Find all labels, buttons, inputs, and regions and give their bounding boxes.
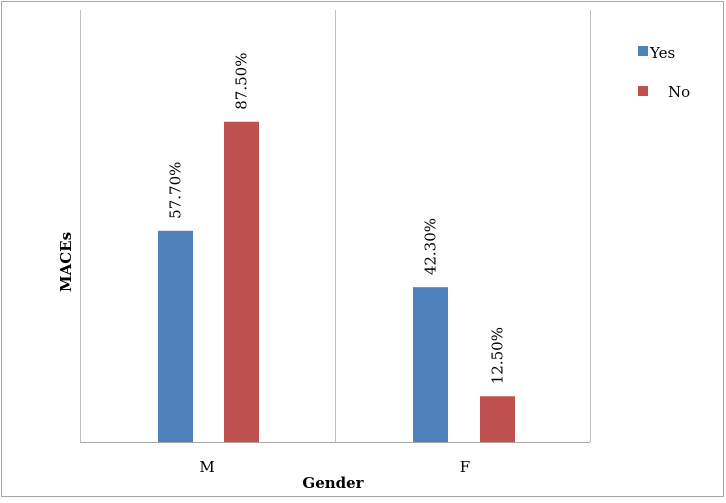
legend: Yes No bbox=[638, 44, 690, 101]
bars-group bbox=[158, 121, 515, 442]
data-label-yes-f: 42.30% bbox=[422, 218, 440, 275]
data-label-yes-m: 57.70% bbox=[167, 162, 185, 219]
legend-swatch-no bbox=[638, 86, 648, 96]
bar-no-f bbox=[480, 396, 515, 442]
legend-swatch-yes bbox=[638, 46, 648, 56]
data-label-no-f: 12.50% bbox=[489, 327, 507, 384]
x-tick-label-m: M bbox=[199, 458, 214, 476]
bar-no-m bbox=[224, 121, 259, 442]
x-axis-title: Gender bbox=[302, 474, 364, 492]
data-labels-group: 57.70% 42.30% 87.50% 12.50% bbox=[167, 53, 507, 385]
legend-label-yes: Yes bbox=[649, 44, 675, 62]
x-tick-label-f: F bbox=[460, 458, 470, 476]
data-label-no-m: 87.50% bbox=[233, 53, 251, 110]
bar-yes-m bbox=[158, 230, 193, 442]
y-axis-title: MACEs bbox=[57, 232, 75, 292]
legend-label-no: No bbox=[668, 83, 690, 101]
bar-yes-f bbox=[413, 287, 448, 442]
